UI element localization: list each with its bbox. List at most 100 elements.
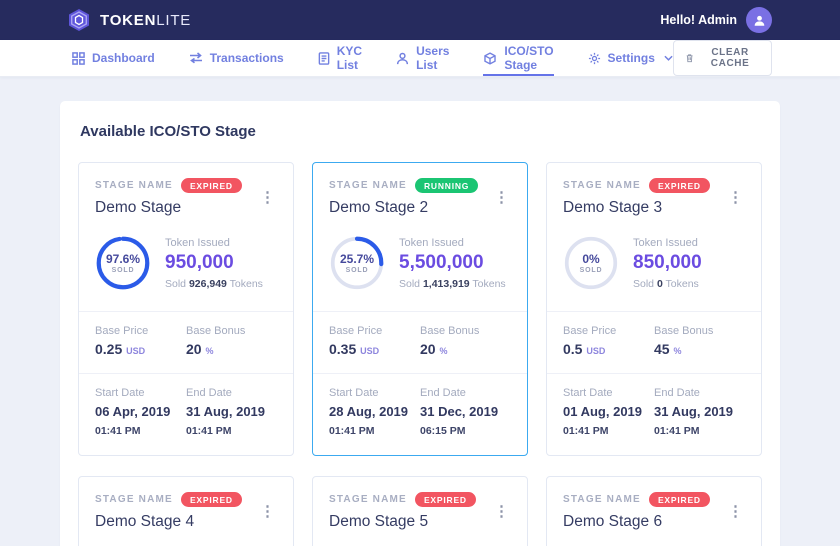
clear-cache-label: CLEAR CACHE <box>710 47 750 69</box>
nav-label: Settings <box>607 51 655 65</box>
token-section: 25.7% SOLD Token Issued 5,500,000 Sold 1… <box>313 229 527 311</box>
sold-ring-label: SOLD <box>579 267 603 274</box>
nav-ico-sto-stage[interactable]: ICO/STO Stage <box>483 40 554 76</box>
status-badge: RUNNING <box>414 178 479 193</box>
greeting-text: Hello! Admin <box>660 13 737 27</box>
end-date-value: 31 Aug, 2019 01:41 PM <box>186 404 266 438</box>
start-date-value: 01 Aug, 2019 01:41 PM <box>563 404 643 438</box>
nav-users-list[interactable]: Users List <box>396 40 449 76</box>
nav-kyc-list[interactable]: KYC List <box>318 40 362 76</box>
nav-label: Users List <box>416 44 450 72</box>
nav-transactions[interactable]: Transactions <box>189 40 284 76</box>
nav-label: KYC List <box>336 44 363 72</box>
stage-card-header: STAGE NAME RUNNING Demo Stage 2 ⋮ <box>313 163 527 229</box>
end-date-value: 31 Aug, 2019 01:41 PM <box>654 404 734 438</box>
stage-card-header: STAGE NAME EXPIRED Demo Stage 4 ⋮ <box>79 477 293 543</box>
start-date-label: Start Date <box>563 387 613 399</box>
end-date-label: End Date <box>654 387 700 399</box>
start-date-label: Start Date <box>329 387 379 399</box>
dates-section: Start Date 28 Aug, 2019 01:41 PM End Dat… <box>313 373 527 455</box>
sold-ring-label: SOLD <box>345 267 369 274</box>
brand-logo[interactable]: TOKENLITE <box>66 7 191 33</box>
end-date-value: 31 Dec, 2019 06:15 PM <box>420 404 499 438</box>
stage-name-label: STAGE NAME <box>329 180 407 191</box>
base-price-value: 0.25 USD <box>95 341 146 357</box>
nav-settings[interactable]: Settings <box>588 40 673 76</box>
base-bonus-label: Base Bonus <box>186 325 246 337</box>
token-issued-label: Token Issued <box>165 236 230 249</box>
base-bonus-value: 20 % <box>186 341 214 357</box>
status-badge: EXPIRED <box>180 178 242 193</box>
token-issued-label: Token Issued <box>399 236 464 249</box>
status-badge: EXPIRED <box>648 178 710 193</box>
trash-icon <box>686 54 693 63</box>
sold-tokens-value: 0 <box>656 277 663 290</box>
sold-tokens-value: 926,949 <box>188 277 227 290</box>
sold-ring-label: SOLD <box>111 267 135 274</box>
document-list-icon <box>318 51 330 65</box>
gear-icon <box>588 52 600 64</box>
sold-tokens-line: Sold 1,413,919 Tokens <box>399 277 506 290</box>
base-price-label: Base Price <box>329 325 383 337</box>
kebab-menu-icon[interactable]: ⋮ <box>722 178 749 217</box>
stage-name-label: STAGE NAME <box>95 180 173 191</box>
sold-progress-ring: 97.6% SOLD <box>95 235 151 291</box>
chevron-down-icon <box>664 55 673 61</box>
start-date-value: 06 Apr, 2019 01:41 PM <box>95 404 171 438</box>
stage-card: STAGE NAME EXPIRED Demo Stage 5 ⋮ 0% SOL… <box>312 476 528 546</box>
dates-section: Start Date 01 Aug, 2019 01:41 PM End Dat… <box>547 373 761 455</box>
token-section: 97.6% SOLD Token Issued 950,000 Sold 926… <box>79 229 293 311</box>
base-price-label: Base Price <box>95 325 149 337</box>
topbar: TOKENLITE Hello! Admin <box>0 0 840 40</box>
status-badge: EXPIRED <box>648 492 710 508</box>
stage-title: Demo Stage 5 <box>329 513 429 531</box>
page-title: Available ICO/STO Stage <box>80 123 256 140</box>
main-navbar: Dashboard Transactions KYC List Users Li… <box>0 40 840 77</box>
status-badge: EXPIRED <box>180 492 242 508</box>
kebab-menu-icon[interactable]: ⋮ <box>254 178 281 217</box>
base-price-value: 0.5 USD <box>563 341 606 357</box>
end-date-label: End Date <box>186 387 232 399</box>
base-bonus-value: 45 % <box>654 341 682 357</box>
stage-card: STAGE NAME EXPIRED Demo Stage 4 ⋮ 0% SOL… <box>78 476 294 546</box>
kebab-menu-icon[interactable]: ⋮ <box>488 178 515 217</box>
status-badge: EXPIRED <box>414 492 476 508</box>
transfer-arrows-icon <box>189 52 202 64</box>
base-price-label: Base Price <box>563 325 617 337</box>
kebab-menu-icon[interactable]: ⋮ <box>488 492 515 531</box>
sold-tokens-line: Sold 0 Tokens <box>633 277 699 290</box>
clear-cache-button[interactable]: CLEAR CACHE <box>672 40 772 76</box>
base-price-value: 0.35 USD <box>329 341 380 357</box>
brand-name: TOKENLITE <box>100 11 192 29</box>
sold-tokens-value: 1,413,919 <box>422 277 470 290</box>
price-section: Base Price 0.5 USD Base Bonus 45 % <box>547 311 761 373</box>
kebab-menu-icon[interactable]: ⋮ <box>254 492 281 531</box>
user-avatar-icon <box>754 15 764 26</box>
stage-card: STAGE NAME RUNNING Demo Stage 2 ⋮ 25.7% … <box>312 162 528 457</box>
avatar[interactable] <box>746 7 772 33</box>
content-area: Available ICO/STO Stage STAGE NAME EXPIR… <box>0 77 840 546</box>
user-icon <box>396 52 409 64</box>
stage-title: Demo Stage 3 <box>563 199 663 216</box>
start-date-label: Start Date <box>95 387 145 399</box>
user-menu[interactable]: Hello! Admin <box>660 7 772 33</box>
grid-icon <box>72 51 85 65</box>
stage-name-label: STAGE NAME <box>563 180 641 191</box>
stage-title: Demo Stage <box>95 199 182 216</box>
stage-name-label: STAGE NAME <box>95 494 173 506</box>
sold-percent-value: 25.7% <box>339 252 375 266</box>
sold-progress-ring: 25.7% SOLD <box>329 235 385 291</box>
token-issued-value: 850,000 <box>633 251 702 273</box>
nav-label: ICO/STO Stage <box>504 44 554 72</box>
sold-tokens-line: Sold 926,949 Tokens <box>165 277 263 290</box>
stage-card-header: STAGE NAME EXPIRED Demo Stage 5 ⋮ <box>313 477 527 543</box>
kebab-menu-icon[interactable]: ⋮ <box>722 492 749 531</box>
stage-title: Demo Stage 2 <box>329 199 429 216</box>
nav-dashboard[interactable]: Dashboard <box>72 40 155 76</box>
nav-label: Transactions <box>209 51 284 65</box>
nav-label: Dashboard <box>92 51 155 65</box>
start-date-value: 28 Aug, 2019 01:41 PM <box>329 404 409 438</box>
stage-cards-grid: STAGE NAME EXPIRED Demo Stage ⋮ 97.6% SO… <box>78 162 762 546</box>
stage-card: STAGE NAME EXPIRED Demo Stage 3 ⋮ 0% SOL… <box>546 162 762 457</box>
stage-name-label: STAGE NAME <box>563 494 641 506</box>
